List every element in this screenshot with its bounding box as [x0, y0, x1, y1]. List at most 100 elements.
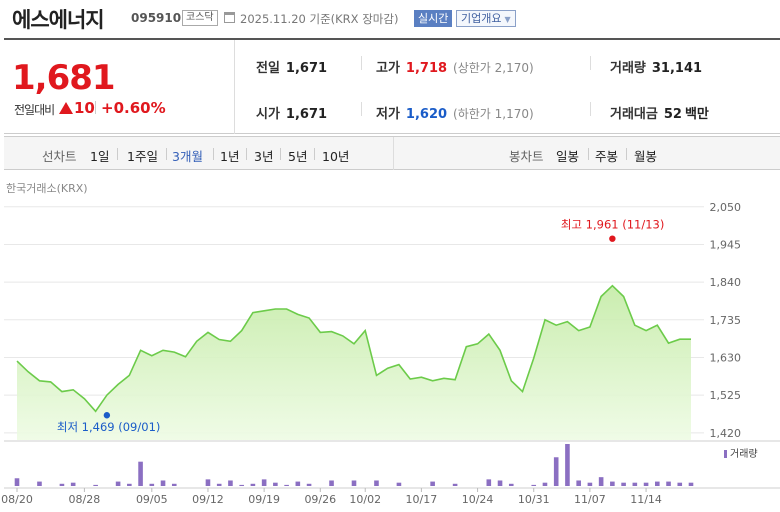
low-value: 1,620 [405, 107, 448, 122]
volume-bar [351, 480, 357, 486]
volume-bar [59, 483, 65, 486]
open-label: 시가 [256, 107, 280, 122]
volume-bar [430, 481, 435, 486]
volume-bar [205, 479, 211, 486]
period-separator [213, 148, 214, 160]
calendar-icon [224, 12, 235, 23]
current-price: 1,681 [12, 58, 116, 98]
volume-bar [677, 482, 683, 486]
period-separator [314, 148, 315, 160]
period-divider [393, 137, 394, 170]
change-separator [95, 101, 96, 114]
high-value: 1,718 [405, 61, 448, 76]
low-label: 저가 [376, 107, 400, 122]
volume-bar [160, 480, 166, 486]
amount-label: 거래대금 [610, 107, 658, 122]
volume-bar [610, 481, 615, 486]
volume-stat: 거래량 31,141 [610, 57, 702, 76]
volume-bar [486, 479, 492, 486]
change-percent: +0.60% [101, 99, 166, 117]
candle-weekly[interactable]: 주봉 [595, 149, 619, 164]
volume-bar [127, 483, 132, 486]
volume-bar [216, 483, 222, 486]
market-badge: 코스닥 [182, 10, 218, 26]
chevron-down-icon: ▼ [504, 15, 511, 24]
volume-label: 거래량 [610, 61, 646, 76]
lower-limit: (하한가 1,170) [453, 107, 534, 121]
volume-bar [598, 477, 604, 486]
x-tick-label: 08/28 [69, 493, 101, 506]
volume-bar [587, 482, 593, 486]
volume-bar [497, 480, 503, 486]
volume-bar [250, 483, 256, 486]
upper-limit: (상한가 2,170) [453, 61, 534, 75]
stat-separator [361, 102, 362, 116]
y-tick-label: 1,735 [710, 314, 742, 327]
high-label: 고가 [376, 61, 400, 76]
volume-bar [666, 481, 671, 486]
prev-close-label: 전일 [256, 61, 280, 76]
period-1w[interactable]: 1주일 [127, 149, 158, 164]
high-annotation: 최고 1,961 (11/13) [561, 218, 665, 232]
volume-bar [655, 481, 660, 486]
period-bar: 선차트 1일 1주일 3개월 1년 3년 5년 10년 봉차트 일봉 주봉 월봉 [4, 136, 780, 170]
volume-bar [553, 457, 559, 486]
period-separator [117, 148, 118, 160]
volume-bar [621, 482, 626, 486]
period-separator [166, 148, 167, 160]
volume-bar [452, 483, 458, 486]
volume-bar [239, 484, 244, 486]
volume-bar [565, 444, 570, 486]
volume-bar [306, 483, 312, 486]
period-5y[interactable]: 5년 [288, 149, 308, 164]
candle-chart-label: 봉차트 [509, 149, 544, 164]
day-low: 저가 1,620 (하한가 1,170) [376, 103, 534, 122]
volume-bar [531, 484, 537, 486]
volume-bar [688, 482, 694, 486]
period-3y[interactable]: 3년 [254, 149, 274, 164]
period-separator [588, 148, 589, 160]
y-tick-label: 1,840 [710, 276, 742, 289]
y-tick-label: 1,945 [710, 238, 742, 251]
x-tick-label: 11/14 [630, 493, 662, 506]
period-separator [280, 148, 281, 160]
x-tick-label: 09/26 [304, 493, 336, 506]
change-value: 10 [74, 99, 95, 117]
stat-separator [590, 102, 591, 116]
open-price: 시가 1,671 [256, 103, 327, 122]
company-info-button[interactable]: 기업개요 ▼ [456, 10, 516, 27]
current-price-box: 1,681 전일대비 10 +0.60% [4, 40, 235, 134]
y-tick-label: 2,050 [710, 201, 742, 214]
period-3m[interactable]: 3개월 [172, 149, 203, 164]
x-tick-label: 10/31 [518, 493, 550, 506]
x-tick-label: 08/20 [1, 493, 33, 506]
volume-bar [576, 480, 581, 486]
candle-monthly[interactable]: 월봉 [634, 149, 658, 164]
volume-bar [149, 483, 155, 486]
volume-bar [542, 482, 548, 486]
volume-value: 31,141 [651, 61, 703, 76]
period-1d[interactable]: 1일 [90, 149, 110, 164]
x-tick-label: 09/12 [192, 493, 224, 506]
volume-bar [329, 480, 334, 486]
volume-bar [37, 481, 42, 486]
realtime-button[interactable]: 실시간 [414, 10, 453, 27]
base-date: 2025.11.20 기준(KRX 장마감) [240, 12, 399, 26]
stock-name: 에스에너지 [12, 8, 105, 32]
volume-bar [396, 482, 402, 486]
trade-amount: 거래대금 52 백만 [610, 103, 709, 122]
volume-bar [261, 479, 267, 486]
y-tick-label: 1,525 [710, 389, 742, 402]
prev-close: 전일 1,671 [256, 57, 327, 76]
period-10y[interactable]: 10년 [322, 149, 350, 164]
x-tick-label: 11/07 [574, 493, 606, 506]
candle-daily[interactable]: 일봉 [556, 149, 580, 164]
volume-bar [171, 483, 177, 486]
x-tick-label: 09/05 [136, 493, 168, 506]
volume-bar [138, 461, 143, 486]
volume-bar [508, 483, 514, 486]
low-marker [103, 412, 111, 419]
volume-bar [632, 482, 638, 486]
x-tick-label: 09/19 [248, 493, 280, 506]
period-1y[interactable]: 1년 [220, 149, 240, 164]
